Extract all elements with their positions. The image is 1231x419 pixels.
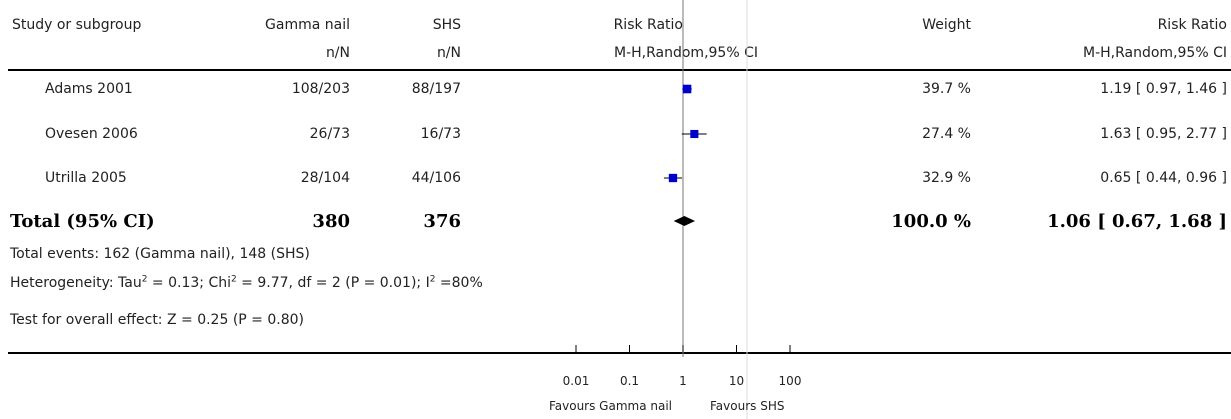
col-header-rr-plot-method: M-H,Random,95% CI [614,45,758,61]
footer-rule [8,352,1231,354]
study-marker [668,173,678,183]
axis-tick-label: 0.01 [563,374,590,388]
heterogeneity-part: = 0.13; Chi [147,275,231,291]
total-weight: 100.0 % [891,211,971,232]
pooled-diamond [673,216,696,226]
heterogeneity-text: Heterogeneity: Tau2 = 0.13; Chi2 = 9.77,… [10,275,483,291]
col-header-weight: Weight [922,17,971,33]
total-ci: 1.06 [ 0.67, 1.68 ] [1047,211,1227,232]
study-ci: 1.19 [ 0.97, 1.46 ] [1100,81,1227,97]
overall-effect-text: Test for overall effect: Z = 0.25 (P = 0… [10,312,304,328]
axis-tick-label: 0.1 [620,374,639,388]
study-marker [690,129,699,139]
total-label: Total (95% CI) [10,211,155,232]
study-events-group1: 28/104 [300,170,350,186]
study-events-group2: 88/197 [411,81,461,97]
study-weight: 39.7 % [922,81,971,97]
heterogeneity-part: =80% [435,275,483,291]
superscript: 2 [429,274,436,285]
col-header-rr: Risk Ratio [1157,17,1227,33]
study-name: Ovesen 2006 [45,126,138,142]
favours-left-label: Favours Gamma nail [548,399,672,413]
study-events-group1: 26/73 [309,126,350,142]
col-header-rr-method: M-H,Random,95% CI [1083,45,1227,61]
axis-tick-label: 100 [779,374,802,388]
study-weight: 27.4 % [922,126,971,142]
axis-tick-label: 1 [679,374,687,388]
superscript: 2 [231,274,237,285]
study-ci: 0.65 [ 0.44, 0.96 ] [1100,170,1227,186]
heterogeneity-part: = 9.77, df = 2 (P = 0.01); I [236,275,430,291]
study-events-group2: 44/106 [411,170,461,186]
axis-tick-label: 10 [729,374,744,388]
col-header-group2: SHS [432,17,461,33]
col-header-group1: Gamma nail [265,17,350,33]
heterogeneity-part: Heterogeneity: Tau [10,275,142,291]
study-events-group2: 16/73 [420,126,461,142]
study-ci: 1.63 [ 0.95, 2.77 ] [1100,126,1227,142]
study-marker [682,84,692,94]
total-group2: 376 [423,211,461,232]
favours-right-label: Favours SHS [710,399,785,413]
study-name: Utrilla 2005 [45,170,127,186]
total-events-text: Total events: 162 (Gamma nail), 148 (SHS… [10,246,310,262]
study-events-group1: 108/203 [291,81,350,97]
col-header-n2: n/N [436,45,461,61]
total-group1: 380 [312,211,350,232]
col-header-rr-plot: Risk Ratio [613,17,683,33]
col-header-n1: n/N [325,45,350,61]
header-rule [8,69,1231,71]
superscript: 2 [141,274,148,285]
study-weight: 32.9 % [922,170,971,186]
col-header-study: Study or subgroup [12,17,142,33]
study-name: Adams 2001 [45,81,133,97]
